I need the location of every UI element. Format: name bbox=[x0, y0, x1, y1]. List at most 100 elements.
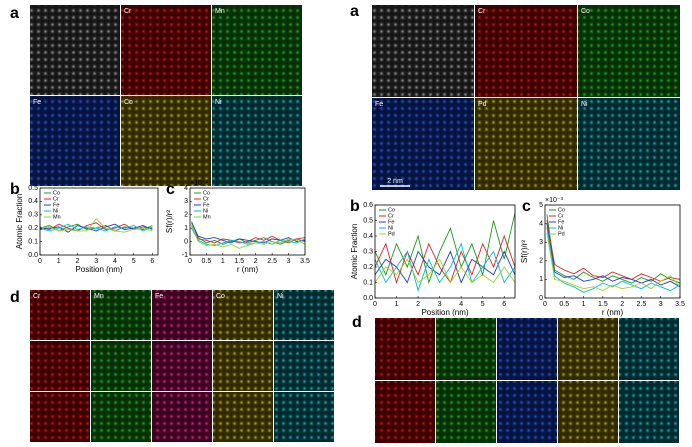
series-line bbox=[39, 218, 153, 233]
series-line bbox=[374, 212, 516, 285]
tile-shade bbox=[558, 381, 618, 443]
y-tick-label: 2 bbox=[539, 258, 543, 265]
x-tick-label: 3 bbox=[94, 258, 98, 265]
tile-label: Co bbox=[124, 99, 133, 106]
tile-shade bbox=[152, 341, 212, 391]
tile-shade bbox=[274, 392, 334, 442]
micrograph-tile bbox=[497, 318, 557, 380]
tile-shade bbox=[213, 341, 273, 391]
y-tick-label: 0 bbox=[184, 238, 188, 245]
x-tick-label: 3 bbox=[438, 301, 442, 308]
micrograph-tile bbox=[375, 381, 435, 443]
micrograph-tile bbox=[91, 392, 151, 442]
legend-label: Co bbox=[203, 190, 210, 196]
series-line bbox=[374, 242, 516, 292]
micrograph-tile bbox=[558, 318, 618, 380]
tile-shade bbox=[372, 5, 474, 97]
micrograph-tile bbox=[152, 290, 212, 340]
x-tick-label: 0 bbox=[543, 301, 547, 308]
x-tick-label: 3.5 bbox=[300, 258, 310, 265]
x-tick-label: 2 bbox=[416, 301, 420, 308]
x-axis-label: Position (nm) bbox=[421, 308, 468, 317]
y-tick-label: 0.0 bbox=[363, 295, 373, 302]
tile-label: Ni bbox=[215, 99, 222, 106]
micrograph-tile bbox=[213, 341, 273, 391]
tile-shade bbox=[619, 318, 679, 380]
tile-shade bbox=[274, 290, 334, 340]
tile-shade bbox=[30, 341, 90, 391]
legend-label: Pd bbox=[388, 231, 395, 237]
legend-label: Fe bbox=[53, 202, 59, 208]
x-tick-label: 0.5 bbox=[202, 258, 212, 265]
plot-frame bbox=[374, 204, 516, 299]
micrograph-tile bbox=[436, 381, 496, 443]
legend-label: Mn bbox=[203, 214, 211, 220]
legend-label: Co bbox=[558, 207, 565, 213]
tile-label: Ni bbox=[581, 101, 588, 108]
y-tick-label: 0.3 bbox=[28, 212, 38, 219]
micrograph-tile bbox=[91, 341, 151, 391]
y-tick-label: 0.1 bbox=[363, 279, 373, 286]
tile-shade bbox=[30, 290, 90, 340]
micrograph-tile bbox=[152, 341, 212, 391]
y-tick-label: 3 bbox=[539, 239, 543, 246]
legend-label: Ni bbox=[203, 208, 208, 214]
x-tick-label: 6 bbox=[502, 301, 506, 308]
legend-label: Co bbox=[53, 190, 60, 196]
series-line bbox=[191, 224, 306, 249]
tile-shade bbox=[372, 98, 474, 190]
x-tick-label: 4 bbox=[459, 301, 463, 308]
y-tick-label: -1 bbox=[182, 252, 188, 259]
micrograph-tile bbox=[372, 98, 474, 190]
x-tick-label: 1 bbox=[57, 258, 61, 265]
micrograph-tile bbox=[475, 5, 577, 97]
tile-shade bbox=[213, 392, 273, 442]
y-tick-label: 0.2 bbox=[28, 225, 38, 232]
y-axis-label: Sf(r)/r² bbox=[520, 240, 529, 263]
micrograph-tile bbox=[212, 5, 302, 95]
tile-shade bbox=[91, 392, 151, 442]
y-tick-label: 0.6 bbox=[363, 202, 373, 209]
tile-label: Fe bbox=[155, 293, 163, 300]
series-line bbox=[546, 227, 681, 293]
y-tick-label: 5 bbox=[539, 202, 543, 209]
micrograph-tile bbox=[372, 5, 474, 97]
y-axis-label: Atomic Fraction bbox=[350, 224, 359, 280]
micrograph-tile bbox=[213, 290, 273, 340]
tile-shade bbox=[558, 318, 618, 380]
panel-label: c bbox=[522, 198, 531, 215]
x-tick-label: 0 bbox=[373, 301, 377, 308]
panel-label: c bbox=[166, 181, 175, 198]
y-tick-label: 0.5 bbox=[363, 217, 373, 224]
micrograph-tile bbox=[213, 392, 273, 442]
x-tick-label: 1 bbox=[221, 258, 225, 265]
x-tick-label: 3 bbox=[659, 301, 663, 308]
x-tick-label: 0.5 bbox=[559, 301, 569, 308]
micrograph-tile bbox=[578, 98, 680, 190]
tile-label: Mn bbox=[215, 8, 225, 15]
tile-shade bbox=[30, 392, 90, 442]
y-tick-label: 3 bbox=[184, 198, 188, 205]
micrograph-tile bbox=[497, 381, 557, 443]
micrograph-tile bbox=[212, 96, 302, 186]
x-tick-label: 2 bbox=[254, 258, 258, 265]
series-line bbox=[191, 222, 306, 244]
x-axis-label: r (nm) bbox=[237, 265, 259, 274]
legend-label: Cr bbox=[203, 196, 209, 202]
x-tick-label: 3 bbox=[287, 258, 291, 265]
legend-label: Ni bbox=[53, 208, 58, 214]
legend-label: Ni bbox=[388, 225, 393, 231]
tile-label: Mn bbox=[94, 293, 104, 300]
tile-shade bbox=[30, 96, 120, 186]
tile-shade bbox=[375, 381, 435, 443]
tile-label: Co bbox=[216, 293, 225, 300]
tile-shade bbox=[212, 96, 302, 186]
tile-shade bbox=[212, 5, 302, 95]
y-tick-label: 0.4 bbox=[363, 233, 373, 240]
micrograph-tile bbox=[475, 98, 577, 190]
micrograph-tile bbox=[274, 341, 334, 391]
tile-label: Cr bbox=[478, 8, 486, 15]
y-tick-label: 1 bbox=[539, 276, 543, 283]
series-line bbox=[546, 223, 681, 288]
